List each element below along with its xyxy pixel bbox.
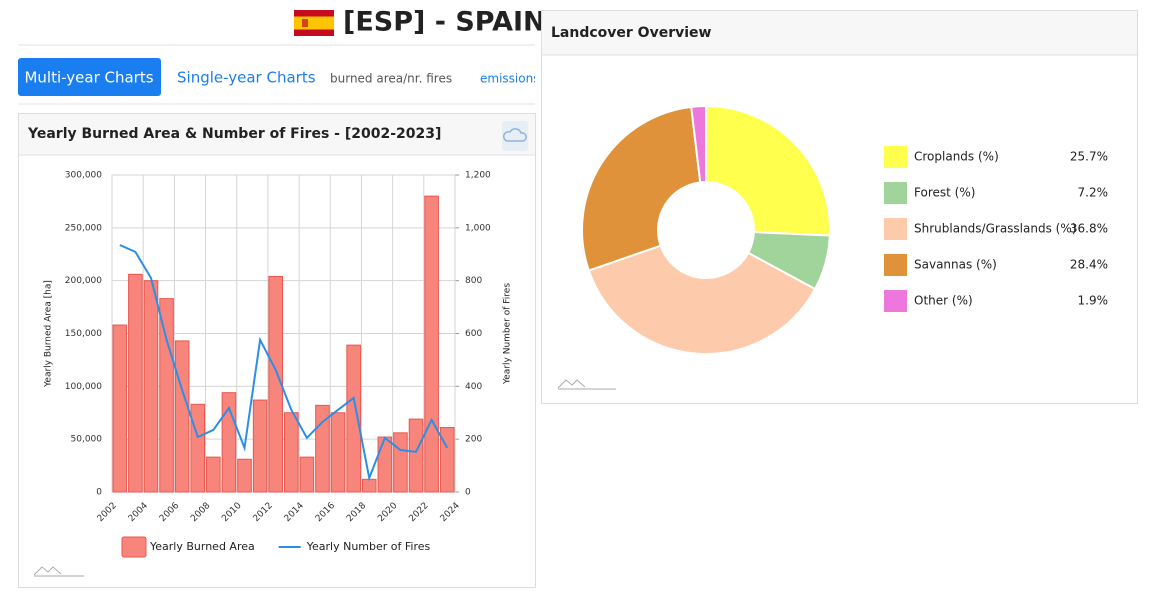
- pie-slice: [587, 244, 817, 355]
- legend-label: Forest (%): [914, 186, 975, 200]
- pie-slice: [690, 104, 707, 184]
- tab-active[interactable]: [18, 58, 161, 96]
- y-tick-label: 0: [96, 488, 102, 498]
- legend-value: 28.4%: [1070, 258, 1108, 272]
- panel-header: [542, 11, 1137, 55]
- legend-value: 25.7%: [1070, 150, 1108, 164]
- y-tick-label: 300,000: [65, 171, 102, 181]
- legend-label: Yearly Number of Fires: [306, 540, 431, 553]
- y2-tick-label: 200: [465, 435, 482, 445]
- bar: [284, 412, 299, 493]
- y2-tick-label: 600: [465, 329, 482, 339]
- legend-label: Savannas (%): [914, 258, 997, 272]
- pie-slice: [581, 105, 702, 272]
- bar: [237, 458, 252, 493]
- legend-swatch: [884, 290, 907, 312]
- legend-label: Croplands (%): [914, 150, 999, 164]
- line: [119, 244, 449, 482]
- bar: [377, 436, 393, 493]
- y-tick-label: 200,000: [65, 276, 102, 286]
- bar: [299, 456, 315, 493]
- bar: [361, 478, 377, 493]
- chart-title: Yearly Burned Area & Number of Fires - […: [27, 126, 441, 142]
- logo: [557, 379, 616, 390]
- legend-swatch: [884, 146, 907, 168]
- logo: [33, 566, 84, 577]
- download-button[interactable]: [502, 121, 528, 151]
- legend-value: 1.9%: [1078, 294, 1109, 308]
- y-tick-label: 50,000: [71, 435, 103, 445]
- pie-slice: [705, 104, 831, 237]
- bar: [174, 340, 190, 493]
- y-tick-label: 100,000: [65, 382, 102, 392]
- y2-tick-label: 800: [465, 276, 482, 286]
- y2-tick-label: 1,200: [465, 171, 491, 181]
- panel-header: [19, 114, 535, 155]
- bar: [128, 273, 143, 493]
- bar: [424, 195, 439, 493]
- tab[interactable]: burned area/nr. fires: [330, 72, 452, 86]
- bar: [112, 324, 128, 493]
- tab[interactable]: Multi-year Charts: [24, 69, 153, 87]
- bar: [252, 399, 268, 493]
- legend-swatch: [884, 182, 907, 204]
- legend-value: 36.8%: [1070, 222, 1108, 236]
- bar: [346, 344, 361, 493]
- y-tick-label: 250,000: [65, 223, 102, 233]
- bar: [408, 418, 424, 493]
- bar: [330, 412, 346, 493]
- legend-swatch: [121, 536, 147, 558]
- legend-swatch: [884, 218, 907, 240]
- chart-title: Landcover Overview: [551, 25, 712, 41]
- bar: [190, 403, 206, 493]
- tab[interactable]: emissions: [480, 72, 539, 86]
- legend-label: Yearly Burned Area: [149, 540, 255, 553]
- bar: [268, 275, 283, 493]
- legend-label: Other (%): [914, 294, 973, 308]
- bar: [159, 298, 174, 493]
- y-axis-label: Yearly Burned Area [ha]: [44, 280, 54, 388]
- y2-tick-label: 400: [465, 382, 482, 392]
- bar: [206, 456, 221, 493]
- bar: [439, 427, 455, 493]
- y2-tick-label: 1,000: [465, 223, 491, 233]
- tab[interactable]: Single-year Charts: [177, 69, 316, 87]
- y2-axis-label: Yearly Number of Fires: [503, 283, 513, 385]
- bar: [143, 280, 159, 493]
- legend-label: Shrublands/Grasslands (%): [914, 222, 1076, 236]
- legend-value: 7.2%: [1078, 186, 1109, 200]
- page-title: [ESP] - SPAIN: [343, 7, 546, 38]
- y2-tick-label: 0: [465, 488, 471, 498]
- legend-swatch: [884, 254, 907, 276]
- y-tick-label: 150,000: [65, 329, 102, 339]
- bar: [315, 404, 330, 493]
- flag: [294, 10, 334, 36]
- tab-bar: Multi-year Charts Single-year Charts bur…: [18, 58, 539, 96]
- bar: [393, 432, 408, 493]
